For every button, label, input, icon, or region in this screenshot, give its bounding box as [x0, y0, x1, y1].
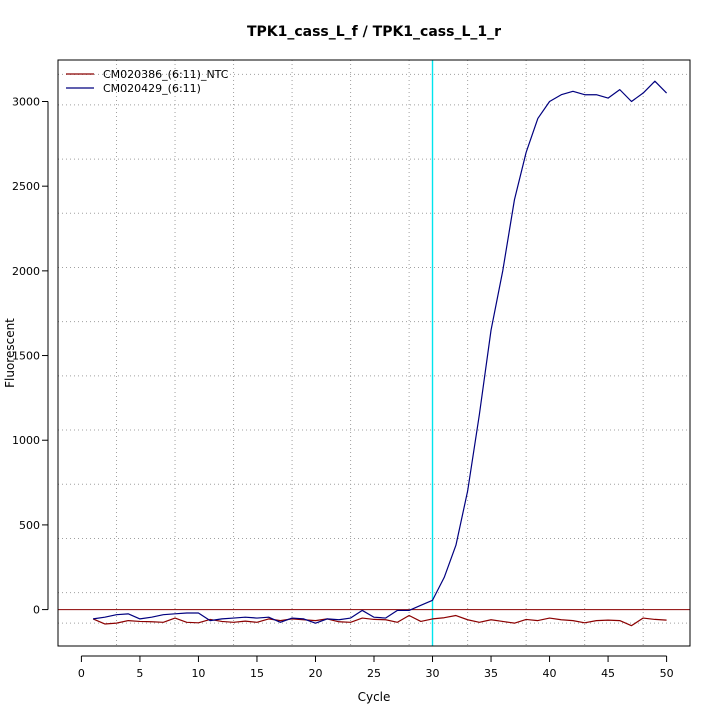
reference-lines [58, 60, 690, 646]
y-tick-label: 0 [33, 604, 40, 617]
x-tick-label: 50 [660, 667, 674, 680]
x-tick-label: 45 [601, 667, 615, 680]
x-tick-label: 15 [250, 667, 264, 680]
x-tick-label: 5 [136, 667, 143, 680]
y-tick-label: 500 [19, 519, 40, 532]
y-axis-label: Fluorescent [3, 318, 17, 388]
series-lines [92, 80, 668, 627]
series-line-2 [93, 80, 668, 624]
y-tick-label: 1500 [12, 350, 40, 363]
y-tick-label: 2000 [12, 265, 40, 278]
x-axis: 0 5 10 15 20 25 30 35 40 45 50 [78, 655, 674, 680]
y-tick-label: 1000 [12, 434, 40, 447]
y-tick-label: 3000 [12, 95, 40, 108]
grid-lines [58, 60, 690, 646]
y-tick-label: 2500 [12, 180, 40, 193]
x-tick-label: 0 [78, 667, 85, 680]
x-tick-label: 35 [484, 667, 498, 680]
x-tick-label: 10 [191, 667, 205, 680]
x-tick-label: 20 [308, 667, 322, 680]
x-tick-label: 25 [367, 667, 381, 680]
legend-label: CM020386_(6:11)_NTC [103, 68, 229, 81]
x-tick-label: 30 [426, 667, 440, 680]
plot-area [57, 59, 691, 647]
x-axis-label: Cycle [358, 690, 391, 704]
series-line-1 [92, 614, 667, 627]
chart-title: TPK1_cass_L_f / TPK1_cass_L_1_r [247, 24, 501, 40]
y-axis: 0 500 1000 1500 2000 2500 3000 [12, 95, 49, 617]
legend-label: CM020429_(6:11) [103, 82, 201, 95]
x-tick-label: 40 [543, 667, 557, 680]
